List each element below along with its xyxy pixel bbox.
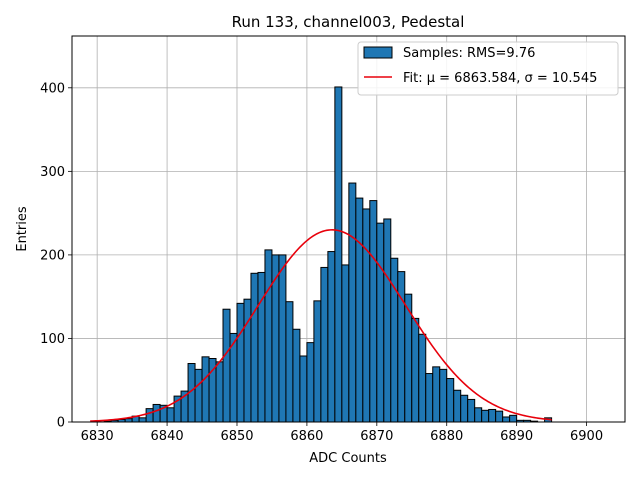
histogram-bar [250,272,259,423]
histogram-bar [299,355,308,423]
histogram-bar [278,254,287,423]
x-tick-label: 6900 [570,429,603,444]
histogram-bar [236,302,245,423]
legend-fit-label: Fit: μ = 6863.584, σ = 10.545 [403,71,597,86]
histogram-bars [103,86,553,423]
histogram-bar [481,409,490,423]
histogram-bar [453,389,462,423]
legend-box [357,41,619,96]
plot-frame [71,35,626,423]
histogram-bar [334,86,343,423]
histogram-bar [145,408,154,423]
x-tick-label: 6880 [430,429,463,444]
histogram-bar [264,249,273,423]
histogram-bar [306,342,315,423]
histogram-bar [138,417,147,423]
histogram-bar [418,333,427,423]
histogram-bar [474,407,483,423]
histogram-bar [222,308,231,423]
histogram-bar [362,208,371,423]
y-axis-ticks: 0 100 200 300 400 [40,81,72,431]
y-tick-label: 0 [57,416,65,431]
histogram-bar [383,218,392,423]
histogram-bar [166,407,175,423]
x-tick-label: 6870 [360,429,393,444]
fit-curve [90,229,552,422]
x-axis-ticks: 6830 6840 6850 6860 6870 6880 6890 6900 [81,422,603,444]
legend: Samples: RMS=9.76 Fit: μ = 6863.584, σ =… [357,41,619,96]
histogram-bar [467,398,476,423]
y-axis-label: Entries [15,206,30,252]
histogram-bar [152,403,161,423]
histogram-bar [292,328,301,423]
histogram-bar [460,394,469,423]
histogram-bar [495,410,504,423]
x-tick-label: 6890 [500,429,533,444]
histogram-bar [376,222,385,423]
histogram-bar [502,416,511,423]
histogram-bar [124,418,133,423]
histogram-bar [348,182,357,423]
y-tick-label: 400 [40,81,65,96]
histogram-bar [194,368,203,423]
histogram-bar [432,366,441,423]
x-axis-label: ADC Counts [309,451,387,466]
x-tick-label: 6850 [220,429,253,444]
x-tick-label: 6860 [290,429,323,444]
histogram-bar [446,378,455,423]
histogram-bar [285,301,294,423]
histogram-bar [425,373,434,423]
legend-samples-label: Samples: RMS=9.76 [403,46,535,61]
histogram-bar [327,251,336,423]
chart-title: Run 133, channel003, Pedestal [232,13,465,31]
y-tick-label: 300 [40,165,65,180]
histogram-bar [201,356,210,423]
histogram-bar [341,264,350,423]
histogram-bar [439,368,448,423]
x-tick-label: 6830 [81,429,114,444]
histogram-bar [355,197,364,423]
fit-curve-layer [90,229,552,422]
histogram-bar [509,414,518,423]
histogram-bar [215,361,224,423]
histogram-bar [320,266,329,423]
legend-samples-swatch [363,46,393,59]
histogram-bar [488,408,497,423]
y-tick-label: 100 [40,332,65,347]
histogram-bar [369,200,378,423]
histogram-bar [313,300,322,423]
x-tick-label: 6840 [151,429,184,444]
histogram-bar [411,317,420,423]
histogram-bar [257,271,266,423]
y-tick-label: 200 [40,248,65,263]
